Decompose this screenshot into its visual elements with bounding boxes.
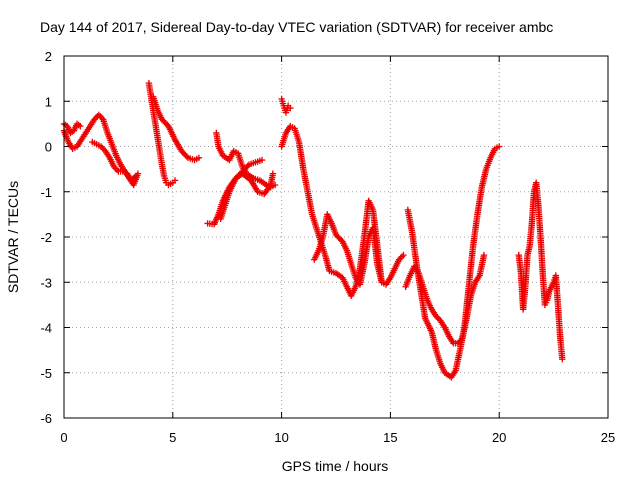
axes: 0 5 10 15 20 25 -6 -5 -4 -3 -2 -1 0 1 2 [40, 49, 615, 445]
data-point [77, 122, 84, 130]
data-point [287, 104, 294, 112]
series-sat-m [404, 143, 503, 381]
data-point [378, 279, 385, 286]
data-point [480, 251, 488, 259]
data-point [171, 177, 179, 184]
x-axis-title: GPS time / hours [282, 458, 389, 474]
x-tick-label: 10 [274, 430, 288, 445]
data-point [398, 253, 406, 260]
y-tick-label: -5 [40, 366, 52, 381]
y-tick-label: -1 [40, 185, 52, 200]
x-tick-label: 25 [601, 430, 615, 445]
y-tick-label: 2 [45, 49, 52, 64]
y-tick-label: -4 [40, 321, 52, 336]
data-point [132, 172, 140, 180]
data-point [258, 156, 266, 164]
series-sat-n [515, 179, 566, 363]
data-point [95, 111, 103, 119]
series-sat-i [278, 95, 294, 116]
data-point [400, 251, 407, 259]
y-axis-title: SDTVAR / TECUs [5, 181, 21, 293]
chart-title: Day 144 of 2017, Sidereal Day-to-day VTE… [40, 19, 553, 35]
data-point [269, 170, 277, 177]
series-sat-e [150, 93, 203, 164]
x-tick-label: 20 [492, 430, 506, 445]
x-tick-label: 5 [169, 430, 176, 445]
data-point [183, 153, 190, 160]
y-tick-label: -6 [40, 411, 52, 426]
plot-marks [60, 79, 566, 381]
series-sat-g [213, 129, 279, 191]
y-tick-label: -2 [40, 230, 52, 245]
x-tick-label: 15 [383, 430, 397, 445]
y-tick-label: 1 [45, 94, 52, 109]
series-sat-h [217, 170, 277, 223]
data-point [496, 143, 503, 150]
y-tick-label: -3 [40, 275, 52, 290]
data-point [244, 162, 251, 170]
series-sat-k [311, 211, 385, 288]
series-sat-b [60, 120, 84, 137]
x-tick-label: 0 [60, 430, 67, 445]
plot-frame [63, 55, 609, 419]
y-tick-label: 0 [45, 140, 52, 155]
data-point [113, 166, 121, 174]
series-sat-c [89, 138, 140, 184]
data-point [559, 355, 566, 363]
data-point [97, 113, 104, 120]
data-point [195, 154, 203, 162]
series-sat-j [278, 122, 407, 300]
